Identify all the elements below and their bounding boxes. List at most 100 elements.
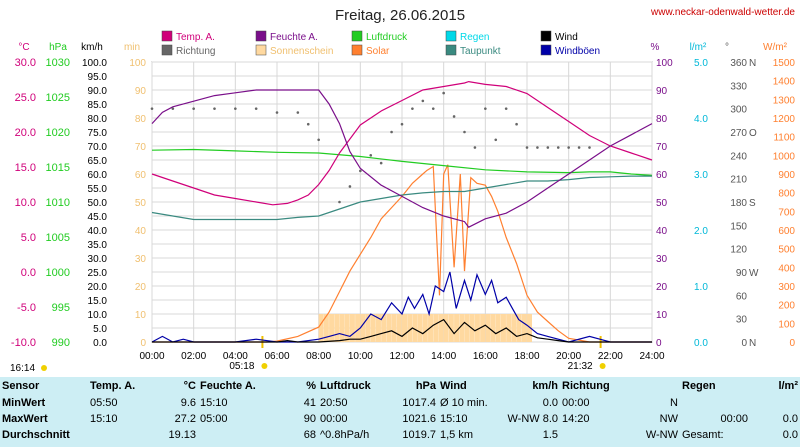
solar-axis-tick: 1000 <box>773 151 796 162</box>
legend-swatch <box>540 44 552 56</box>
sunshine-bar <box>391 314 397 342</box>
pressure-axis-tick: 990 <box>52 337 70 349</box>
direction-axis-tick: 360 <box>730 58 747 69</box>
sunshine-bar <box>511 314 517 342</box>
wind-axis-tick: 30.0 <box>88 254 108 265</box>
sunshine-bar <box>355 314 361 342</box>
temp-axis-tick: 20.0 <box>15 127 36 139</box>
direction-point <box>338 200 341 204</box>
sunshine-bar <box>370 314 376 342</box>
pressure-axis-tick: 1000 <box>46 267 70 279</box>
stats-header-row: Sensor Temp. A. °C Feuchte A. % Luftdruc… <box>0 377 800 395</box>
stats-cell: Durchschnitt <box>2 429 70 441</box>
sunshine-bar <box>500 314 506 342</box>
solar-line <box>152 164 652 343</box>
direction-point <box>411 107 414 110</box>
legend-swatch <box>351 30 363 42</box>
stats-cell: 20:50 <box>320 397 348 409</box>
sunshine-bar <box>485 314 491 342</box>
direction-axis-tick: 150 <box>730 221 747 232</box>
direction-point <box>192 107 195 110</box>
direction-point <box>171 107 175 110</box>
plot-grid <box>151 61 653 343</box>
stats-cell: Gesamt: <box>682 429 724 441</box>
stats-header-10 <box>630 377 680 395</box>
temp-line <box>151 80 653 206</box>
stats-cell: 68 <box>303 429 316 441</box>
stats-cell: 1019.7 <box>402 429 436 441</box>
solar-axis-tick: 1200 <box>773 114 796 125</box>
sunshine-bar <box>381 314 387 342</box>
wind-axis-tick: 0.0 <box>93 338 107 349</box>
sunshine-bar <box>344 314 350 342</box>
stats-header-0: Sensor <box>2 380 40 392</box>
stats-cell: 15:10 <box>200 397 228 409</box>
stats-cell: MaxWert <box>2 413 48 425</box>
solar-axis-tick: 1300 <box>773 95 796 106</box>
pressure-axis-tick: 995 <box>52 302 70 314</box>
humidity-axis-tick: 80 <box>656 114 668 125</box>
legend-label: Sonnenschein <box>270 46 333 57</box>
series-group <box>150 80 653 343</box>
stats-cell <box>750 395 800 411</box>
stats-cell: 1.5 <box>542 429 558 441</box>
wind-axis-tick: 60.0 <box>88 170 108 181</box>
sunshine-bar <box>412 314 418 342</box>
sunshine-axis-tick: 60 <box>135 170 147 181</box>
pressure-axis-tick: 1005 <box>46 232 70 244</box>
wind-axis-tick: 90.0 <box>88 86 108 97</box>
sunshine-bar <box>386 314 392 342</box>
direction-point <box>525 146 529 149</box>
direction-axis-tick: 330 <box>730 81 747 92</box>
humidity-axis-tick: 100 <box>656 58 673 69</box>
direction-point <box>296 111 300 114</box>
sunshine-bar <box>349 314 355 342</box>
direction-axis-tick: 120 <box>730 245 747 256</box>
stats-panel: Sensor Temp. A. °C Feuchte A. % Luftdruc… <box>0 377 800 447</box>
sunshine-axis-tick: 70 <box>135 142 147 153</box>
sunrise-dot <box>261 363 268 369</box>
wind-axis-tick: 95.0 <box>88 72 108 83</box>
legend-label: Luftdruck <box>366 32 408 43</box>
wind-axis-unit: km/h <box>81 42 103 53</box>
solar-axis-tick: 600 <box>778 226 795 237</box>
direction-point <box>234 107 237 110</box>
pressure-axis-tick: 1030 <box>46 57 70 69</box>
pressure-axis-tick: 1015 <box>46 162 70 174</box>
sunshine-bar <box>454 314 460 342</box>
direction-point <box>577 146 581 149</box>
direction-point <box>546 146 550 149</box>
stats-cell: Ø 10 min. <box>440 397 488 409</box>
gust-line <box>151 271 652 343</box>
stats-cell: 1021.6 <box>402 413 436 425</box>
stats-cell: 90 <box>303 413 316 425</box>
wind-axis-tick: 5.0 <box>93 324 107 335</box>
sunshine-bar <box>448 314 454 342</box>
wind-axis-tick: 45.0 <box>88 212 108 223</box>
sunshine-bar <box>329 314 335 342</box>
solar-axis-tick: 1500 <box>773 58 796 69</box>
stats-cell <box>680 395 750 411</box>
wind-axis-tick: 15.0 <box>88 296 108 307</box>
sunshine-axis-tick: 50 <box>135 198 147 209</box>
sunshine-bar <box>417 314 423 342</box>
stats-cell: 1017.4 <box>402 397 436 409</box>
direction-letter: W <box>749 268 759 279</box>
direction-axis-tick: 240 <box>730 151 747 162</box>
direction-point <box>431 107 435 110</box>
website-link[interactable]: www.neckar-odenwald-wetter.de <box>650 7 795 18</box>
direction-point <box>213 107 216 110</box>
sunshine-bar <box>506 314 512 342</box>
sunshine-bar <box>396 314 402 342</box>
solar-axis-tick: 700 <box>778 207 795 218</box>
stats-cell: 1,5 km <box>440 429 474 441</box>
direction-axis-tick: 0 <box>741 338 747 349</box>
x-tick-label: 12:00 <box>389 351 414 362</box>
direction-point <box>400 122 404 126</box>
stats-cell <box>198 427 268 443</box>
sunset-label: 21:32 <box>568 361 593 372</box>
wind-axis-tick: 55.0 <box>88 184 108 195</box>
direction-point <box>306 122 310 126</box>
sunshine-axis-tick: 100 <box>129 58 146 69</box>
solar-axis-tick: 900 <box>778 170 795 181</box>
